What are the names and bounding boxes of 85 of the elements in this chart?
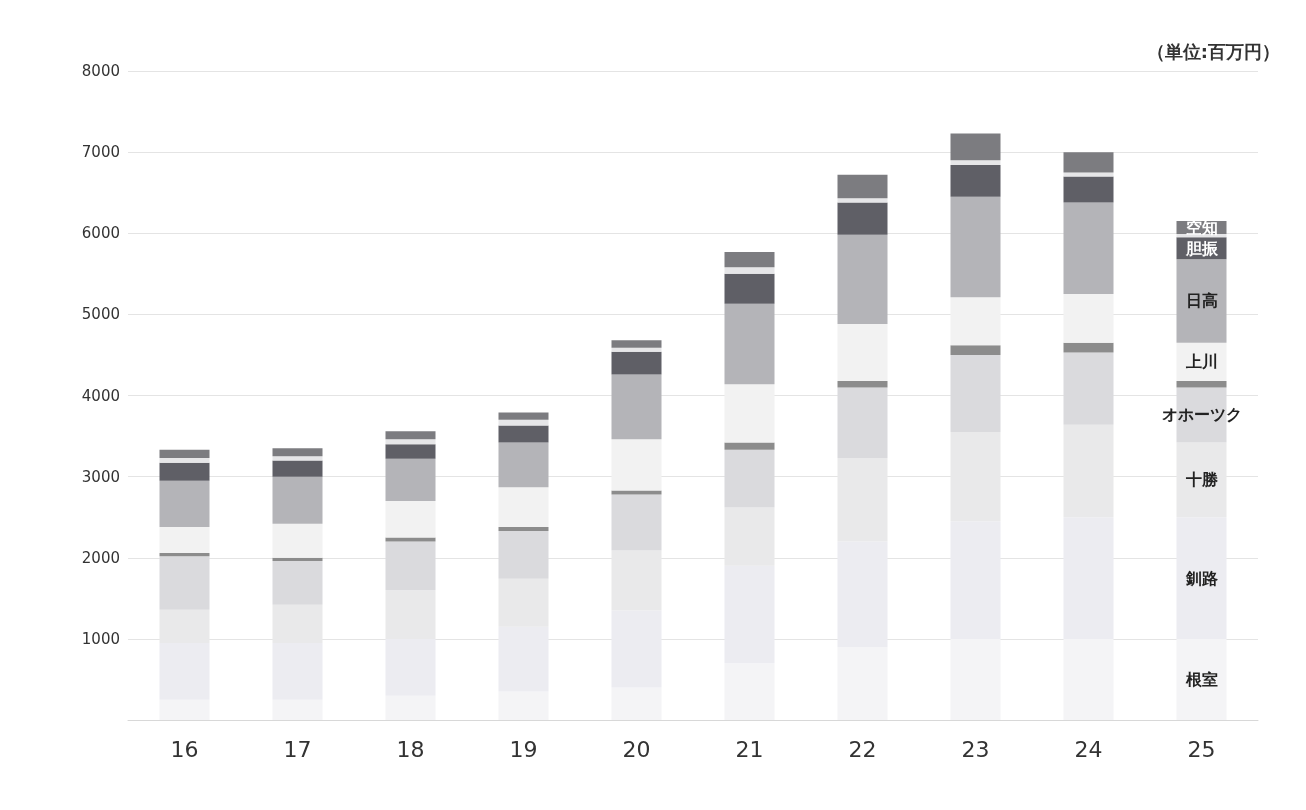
bar bbox=[837, 202, 888, 235]
bar bbox=[385, 444, 436, 459]
y-tick-label: 2000 bbox=[81, 548, 120, 567]
bar bbox=[724, 251, 775, 268]
bar bbox=[385, 458, 436, 501]
bar bbox=[611, 340, 662, 348]
x-tick-label: 18 bbox=[396, 736, 425, 762]
bar bbox=[724, 273, 775, 304]
x-tick-label: 25 bbox=[1187, 736, 1216, 762]
bar bbox=[385, 537, 436, 542]
bar bbox=[837, 380, 888, 388]
bar bbox=[498, 526, 549, 531]
y-tick-label: 7000 bbox=[81, 143, 120, 162]
bar bbox=[950, 297, 1001, 346]
bar bbox=[950, 196, 1001, 298]
y-tick-label: 3000 bbox=[81, 467, 120, 486]
y-tick-label: 6000 bbox=[81, 224, 120, 243]
y-tick-label: 5000 bbox=[81, 305, 120, 324]
y-tick-label: 4000 bbox=[81, 386, 120, 405]
bar bbox=[159, 462, 210, 481]
bar bbox=[1063, 152, 1114, 173]
y-tick-label: 1000 bbox=[81, 629, 120, 648]
bar bbox=[950, 133, 1001, 161]
series-label: 日高 bbox=[1185, 291, 1218, 311]
bar bbox=[1063, 342, 1114, 353]
bar bbox=[1176, 259, 1227, 343]
bar bbox=[498, 412, 549, 420]
x-tick-label: 24 bbox=[1074, 736, 1103, 762]
bar bbox=[498, 442, 549, 488]
bar bbox=[1063, 176, 1114, 203]
bar bbox=[498, 487, 549, 527]
bar bbox=[1176, 380, 1227, 388]
x-tick-label: 22 bbox=[848, 736, 877, 762]
bar bbox=[611, 490, 662, 495]
bar bbox=[159, 449, 210, 458]
bar bbox=[272, 523, 323, 558]
bar bbox=[724, 384, 775, 443]
bar bbox=[837, 234, 888, 325]
x-tick-label: 16 bbox=[170, 736, 199, 762]
bar bbox=[950, 165, 1001, 197]
series-label: 上川 bbox=[1184, 352, 1218, 372]
series-label: 釧路 bbox=[1184, 568, 1218, 588]
bar bbox=[272, 456, 323, 461]
bar bbox=[159, 480, 210, 527]
bar bbox=[611, 351, 662, 375]
series-label: 胆振 bbox=[1184, 238, 1219, 258]
series-label: 根室 bbox=[1184, 669, 1218, 689]
series-label: 十勝 bbox=[1184, 470, 1219, 490]
bar bbox=[724, 267, 775, 274]
bar bbox=[272, 448, 323, 457]
bar bbox=[837, 174, 888, 199]
bar bbox=[272, 476, 323, 524]
bar bbox=[1063, 172, 1114, 177]
bar bbox=[159, 552, 210, 557]
x-tick-label: 19 bbox=[509, 736, 538, 762]
bar bbox=[385, 439, 436, 445]
series-label: オホーツク bbox=[1161, 405, 1242, 425]
bar bbox=[1063, 294, 1114, 343]
bar bbox=[272, 561, 323, 605]
bar bbox=[724, 442, 775, 450]
y-tick-label: 8000 bbox=[81, 62, 120, 80]
x-tick-label: 20 bbox=[622, 736, 651, 762]
series-label: 空知 bbox=[1185, 218, 1218, 238]
bar bbox=[611, 439, 662, 491]
x-tick-label: 17 bbox=[283, 736, 312, 762]
bar bbox=[498, 419, 549, 426]
bar bbox=[950, 345, 1001, 355]
bar bbox=[1063, 202, 1114, 295]
x-tick-label: 23 bbox=[961, 736, 990, 762]
bar bbox=[950, 160, 1001, 166]
bar bbox=[498, 425, 549, 443]
bar bbox=[272, 557, 323, 561]
x-tick-label: 21 bbox=[735, 736, 764, 762]
bar bbox=[385, 431, 436, 440]
bar bbox=[837, 198, 888, 203]
bar bbox=[611, 374, 662, 440]
bar bbox=[159, 457, 210, 463]
text: （単位:百万円） bbox=[1146, 40, 1280, 62]
bar bbox=[611, 494, 662, 551]
bar bbox=[611, 347, 662, 352]
bar bbox=[159, 526, 210, 553]
bar bbox=[385, 500, 436, 538]
bar bbox=[837, 324, 888, 381]
bar bbox=[272, 460, 323, 477]
bar bbox=[724, 303, 775, 385]
